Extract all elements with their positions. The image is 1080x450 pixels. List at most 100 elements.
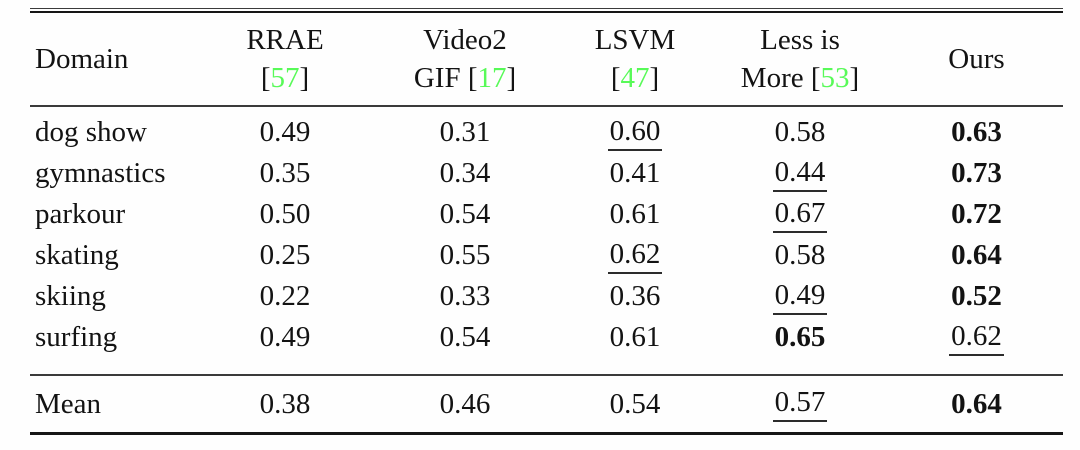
best-value: 0.73 [951, 157, 1002, 189]
domain-cell: gymnastics [35, 157, 166, 189]
domain-cell: skiing [35, 280, 106, 312]
bracket: ] [849, 62, 860, 94]
value: 0.54 [609, 387, 661, 420]
value-cell: 0.72 [890, 198, 1063, 231]
table-row: parkour 0.50 0.54 0.61 0.67 0.72 [30, 194, 1063, 235]
column-header-label: Domain [35, 43, 129, 75]
citation-ref[interactable]: 47 [620, 62, 650, 94]
second-best-value: 0.44 [772, 156, 828, 192]
value-cell: 0.73 [890, 157, 1063, 190]
second-best-value: 0.49 [772, 279, 828, 315]
value-cell: 0.55 [370, 239, 560, 272]
column-header-ours: Ours [890, 40, 1063, 78]
value-cell: 0.41 [560, 157, 710, 190]
mean-separator-rule [30, 374, 1063, 376]
value-cell: 0.67 [710, 197, 890, 233]
value-cell: 0.57 [710, 386, 890, 422]
value: 0.49 [259, 116, 311, 148]
table-row: skating 0.25 0.55 0.62 0.58 0.64 [30, 235, 1063, 276]
value-cell: 0.62 [890, 320, 1063, 356]
bracket: [ [260, 62, 271, 94]
value-cell: 0.54 [370, 321, 560, 354]
value-cell: 0.61 [560, 198, 710, 231]
column-header-citation-line: More [53] [741, 59, 859, 97]
value-cell: 0.63 [890, 116, 1063, 149]
table-header-row: Domain RRAE [57] Video2 GIF [17] LSVM [4… [30, 13, 1063, 105]
citation-ref[interactable]: 53 [820, 62, 850, 94]
table-top-rule [30, 8, 1063, 13]
column-header-citation-line: [47] [611, 59, 659, 97]
value-cell: 0.62 [560, 238, 710, 274]
value-cell: 0.31 [370, 116, 560, 149]
value: 0.22 [259, 280, 311, 312]
citation-ref[interactable]: 57 [270, 62, 300, 94]
value-cell: 0.46 [370, 388, 560, 421]
value: 0.46 [439, 387, 491, 420]
value-cell: 0.58 [710, 116, 890, 149]
best-value: 0.52 [951, 280, 1002, 312]
value: 0.25 [259, 239, 311, 271]
value: 0.54 [439, 321, 491, 353]
bracket: [ [610, 62, 621, 94]
value: 0.31 [439, 116, 491, 148]
bracket: ] [506, 62, 517, 94]
best-value: 0.65 [774, 321, 826, 353]
table-body: dog show 0.49 0.31 0.60 0.58 0.63 gymnastics 0.… [30, 107, 1063, 374]
value: 0.61 [609, 198, 661, 230]
column-header-rrae: RRAE [57] [200, 21, 370, 97]
table-row: skiing 0.22 0.33 0.36 0.49 0.52 [30, 276, 1063, 317]
second-best-value: 0.62 [949, 320, 1004, 356]
value-cell: 0.49 [200, 116, 370, 149]
table-row: surfing 0.49 0.54 0.61 0.65 0.62 [30, 317, 1063, 358]
value-cell: 0.49 [200, 321, 370, 354]
best-value: 0.64 [951, 387, 1002, 420]
value: 0.34 [439, 157, 491, 189]
value-cell: 0.54 [370, 198, 560, 231]
table-row: Mean 0.38 0.46 0.54 0.57 0.64 [30, 376, 1063, 432]
value: 0.33 [439, 280, 491, 312]
bracket: ] [299, 62, 310, 94]
value: 0.36 [609, 280, 661, 312]
column-header-label: Video2 [423, 24, 507, 56]
value-cell: 0.33 [370, 280, 560, 313]
value: 0.38 [259, 387, 311, 420]
value-cell: 0.22 [200, 280, 370, 313]
value: 0.55 [439, 239, 491, 271]
value-cell: 0.60 [560, 115, 710, 151]
best-value: 0.72 [951, 198, 1002, 230]
column-header-label: Ours [948, 43, 1005, 75]
value: 0.41 [609, 157, 661, 189]
second-best-value: 0.62 [607, 238, 663, 274]
best-value: 0.63 [951, 116, 1002, 148]
value-cell: 0.54 [560, 388, 710, 421]
results-table: Domain RRAE [57] Video2 GIF [17] LSVM [4… [30, 8, 1063, 435]
value-cell: 0.52 [890, 280, 1063, 313]
value-cell: 0.36 [560, 280, 710, 313]
column-header-domain: Domain [30, 40, 200, 78]
best-value: 0.64 [951, 239, 1002, 271]
column-header-label: LSVM [594, 24, 676, 56]
column-header-citation-line: GIF [17] [414, 59, 516, 97]
value-cell: 0.49 [710, 279, 890, 315]
second-best-value: 0.60 [607, 115, 663, 151]
column-header-citation-line: [57] [261, 59, 309, 97]
value-cell: 0.64 [890, 388, 1063, 421]
value-cell: 0.64 [890, 239, 1063, 272]
value-cell: 0.38 [200, 388, 370, 421]
citation-ref[interactable]: 17 [477, 62, 507, 94]
column-header-label: Less is [760, 24, 840, 56]
column-header-lsvm: LSVM [47] [560, 21, 710, 97]
value: 0.58 [774, 239, 826, 271]
domain-cell: Mean [35, 387, 102, 420]
value-cell: 0.65 [710, 321, 890, 354]
value-cell: 0.61 [560, 321, 710, 354]
domain-cell: parkour [35, 198, 126, 230]
header-separator-rule [30, 105, 1063, 107]
value-cell: 0.50 [200, 198, 370, 231]
second-best-value: 0.57 [772, 386, 828, 422]
table-row: dog show 0.49 0.31 0.60 0.58 0.63 [30, 112, 1063, 153]
value-cell: 0.34 [370, 157, 560, 190]
column-header-label: RRAE [246, 24, 324, 56]
table-bottom-rule [30, 432, 1063, 435]
